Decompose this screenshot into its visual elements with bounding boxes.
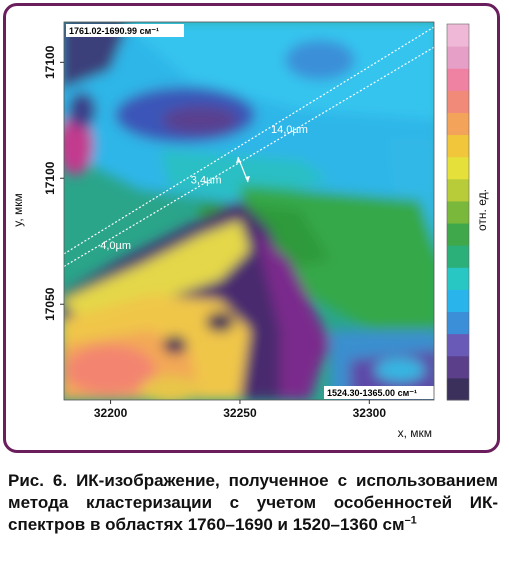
caption-label: Рис. 6. [8, 471, 68, 490]
colorbar-segment-14 [447, 90, 469, 113]
colorbar-segment-3 [447, 333, 469, 357]
svg-text:1524.30-1365.00 см⁻¹: 1524.30-1365.00 см⁻¹ [327, 388, 417, 398]
y-axis-label: y, мкм [11, 193, 25, 227]
x-tick-label-2: 32250 [223, 406, 257, 420]
colorbar-segment-6 [447, 267, 469, 290]
heatmap-region-24 [375, 358, 425, 382]
heatmap-region-21 [163, 336, 187, 354]
heatmap-region-20 [206, 312, 234, 332]
caption-text: ИК-изображение, полученное с использован… [8, 471, 498, 534]
heatmap-region-4 [285, 40, 355, 80]
colorbar-segment-1 [447, 377, 469, 401]
boundary-line-1 [64, 26, 434, 255]
colorbar-segment-17 [447, 24, 469, 47]
heatmap-region-15 [64, 220, 250, 320]
colorbar-segment-15 [447, 68, 469, 91]
heatmap-region-7 [68, 92, 96, 128]
colorbar-segment-10 [447, 178, 469, 202]
colorbar-border [446, 23, 470, 401]
colorbar-segment-2 [447, 355, 469, 379]
caption-superscript: –1 [404, 514, 417, 527]
colorbar: отн. ед. [446, 23, 489, 401]
region-label-lower: 1524.30-1365.00 см⁻¹ [324, 386, 442, 399]
colorbar-segment-8 [447, 223, 469, 246]
heatmap-region-14 [255, 230, 330, 400]
y-tick-label-2: 17100 [43, 161, 57, 195]
colorbar-segment-11 [447, 156, 469, 180]
heatmap-area [64, 22, 434, 400]
heatmap-region-18 [65, 345, 155, 395]
colorbar-segment-5 [447, 289, 469, 313]
x-tick-label-3: 32300 [353, 406, 387, 420]
x-tick-label-1: 32200 [94, 406, 128, 420]
heatmap-region-3 [162, 106, 238, 134]
colorbar-segment-13 [447, 112, 469, 136]
heatmap-region-1 [122, 22, 434, 120]
width-arrow-head-bottom [245, 176, 250, 182]
colorbar-segment-9 [447, 200, 469, 224]
width-arrow-head-top [236, 157, 241, 163]
ir-image-figure: 14,0µm 3,4µm 4,0µm 1761.02-1690.99 см⁻¹ 1524… [11, 21, 489, 440]
figure-frame [3, 3, 500, 453]
heatmap-region-6 [64, 115, 93, 175]
figure-caption: Рис. 6. ИК-изображение, полученное с исп… [8, 470, 498, 536]
region-label-upper: 1761.02-1690.99 см⁻¹ [66, 24, 184, 37]
colorbar-segment-16 [447, 46, 469, 69]
y-tick-label-1: 17100 [43, 45, 57, 79]
x-axis-label: x, мкм [398, 426, 432, 440]
colorbar-segment-7 [447, 245, 469, 268]
svg-text:1761.02-1690.99 см⁻¹: 1761.02-1690.99 см⁻¹ [69, 26, 159, 36]
plot-border [63, 21, 435, 401]
colorbar-segment-12 [447, 134, 469, 158]
annotation-label-2: 3,4µm [191, 174, 222, 186]
y-tick-label-3: 17050 [43, 287, 57, 321]
heatmap-region-19 [140, 376, 200, 400]
colorbar-segment-4 [447, 311, 469, 335]
annotation-label-1: 14,0µm [271, 124, 308, 136]
colorbar-label: отн. ед. [475, 189, 489, 231]
annotation-label-3: 4,0µm [100, 240, 131, 252]
heatmap-region-5 [64, 22, 130, 89]
